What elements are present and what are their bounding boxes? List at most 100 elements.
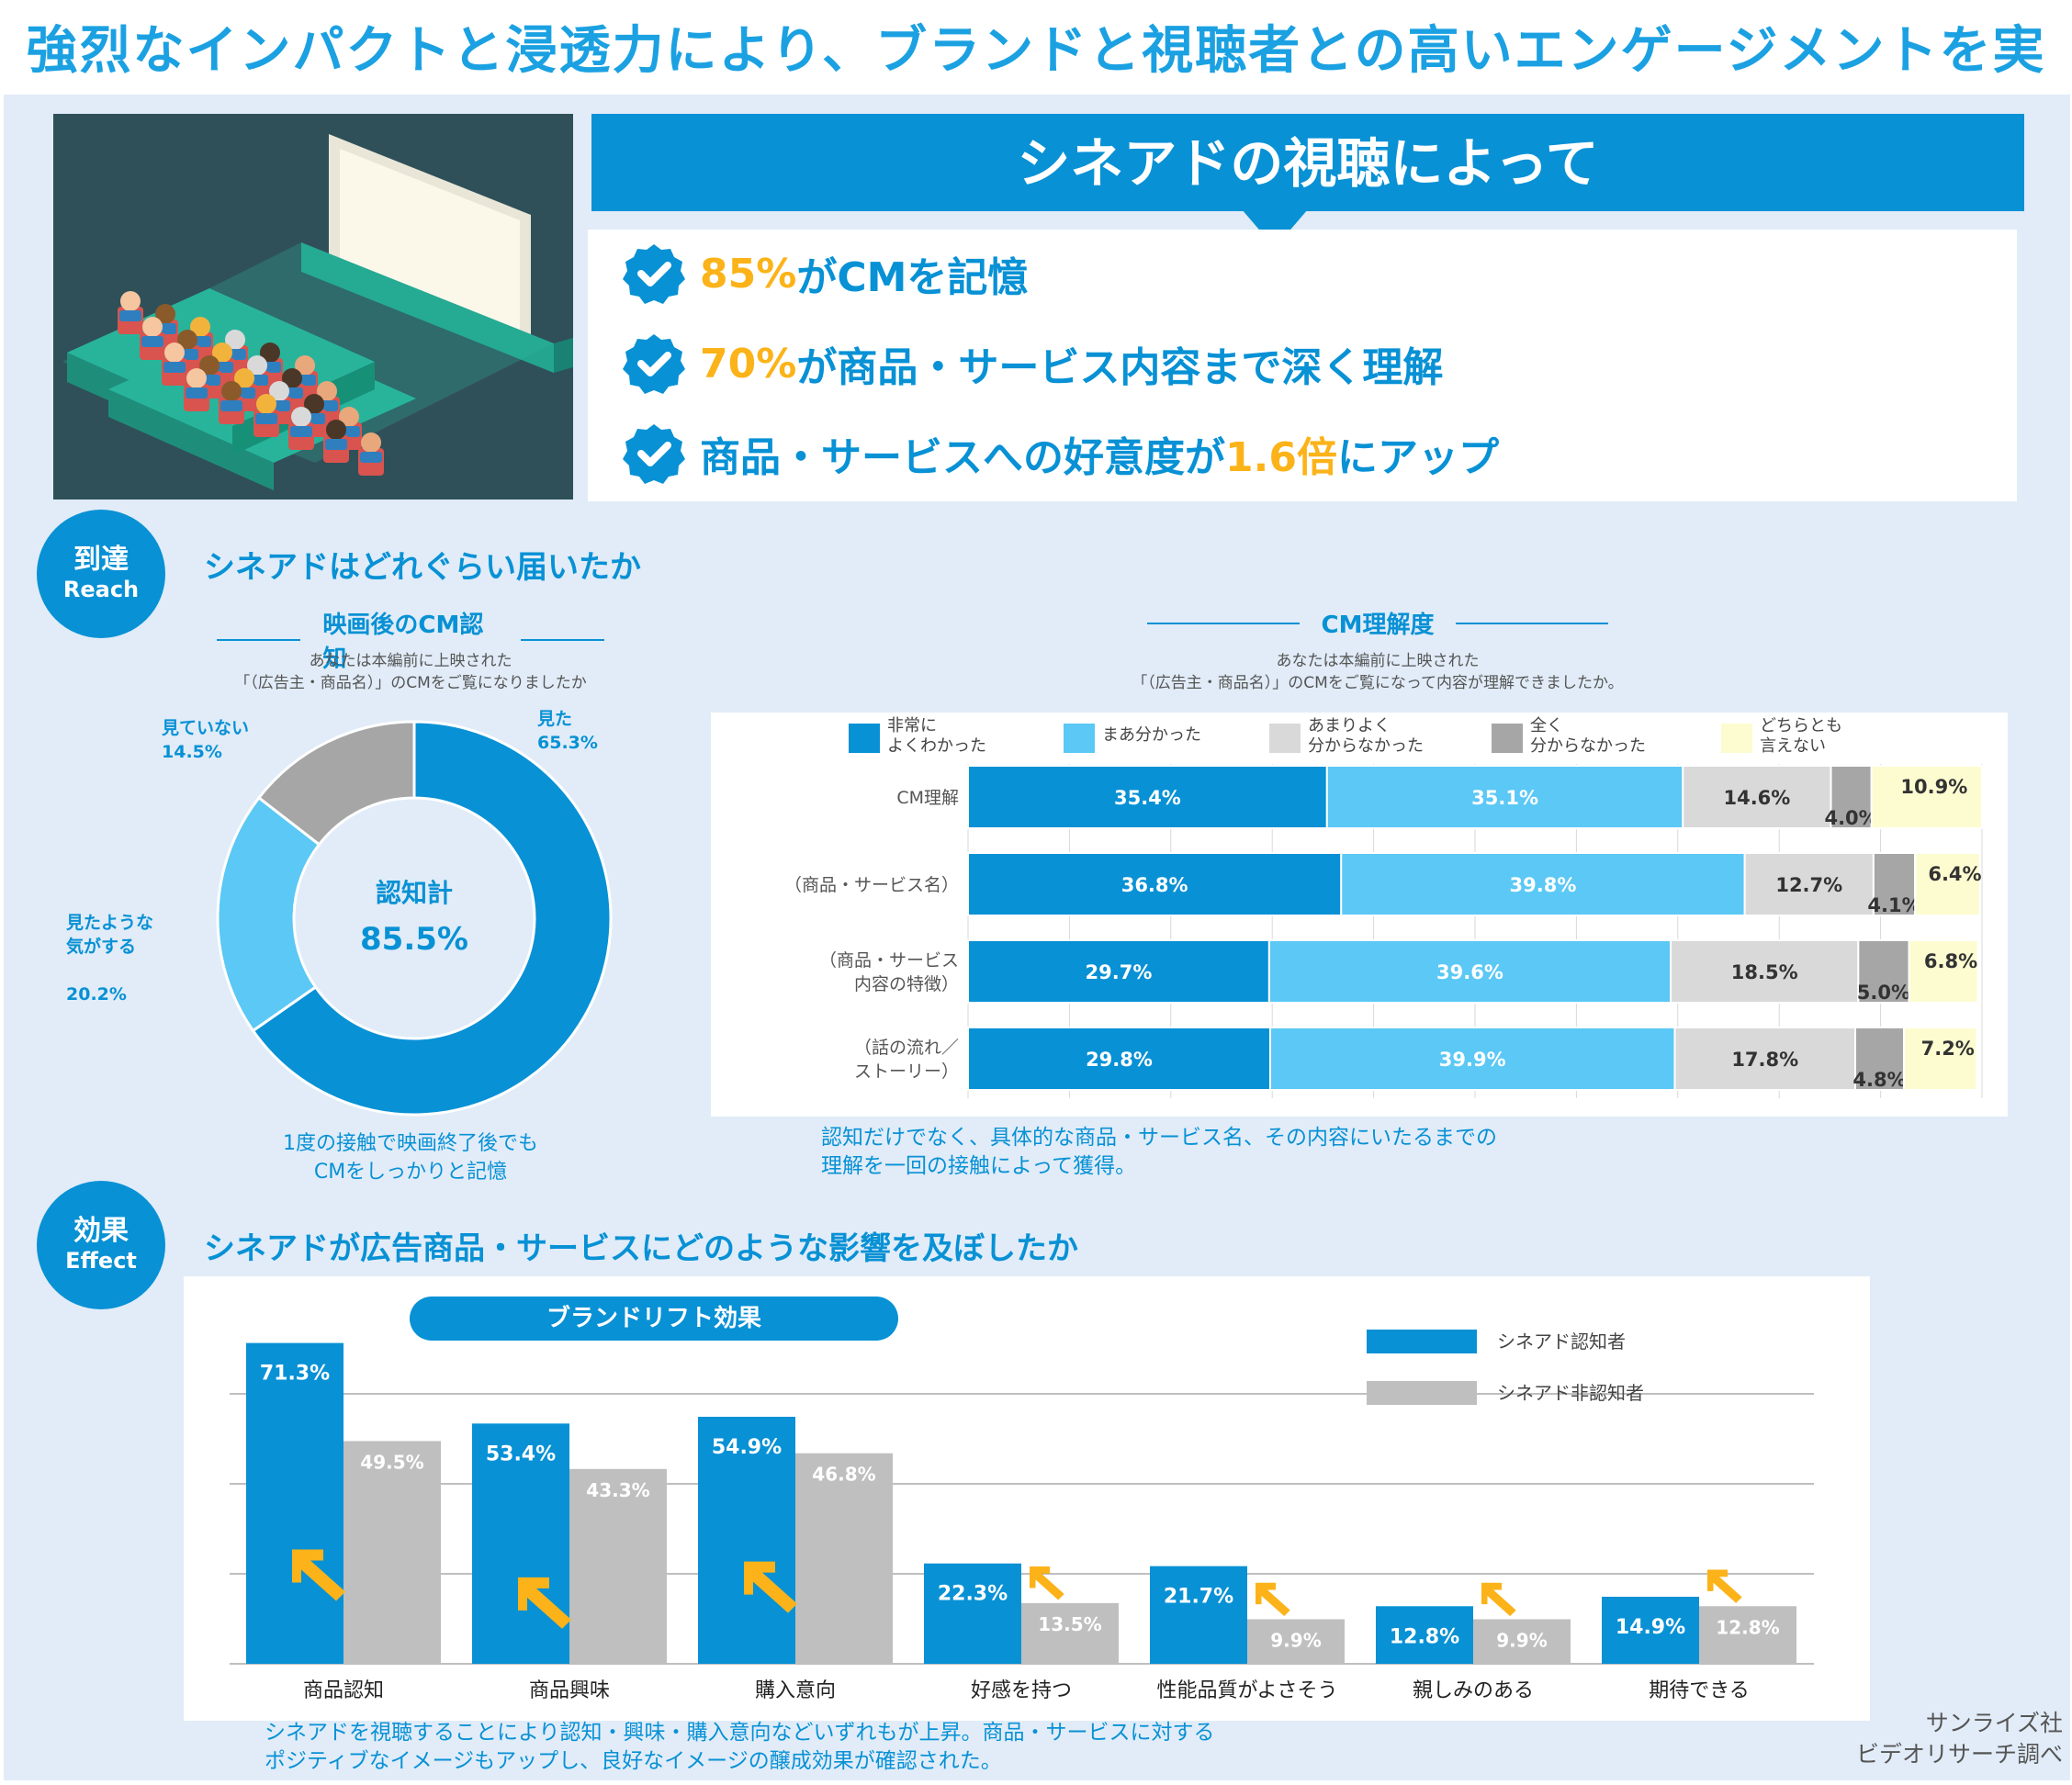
cm-legend-swatch <box>1269 724 1301 753</box>
brand-lift-bar-aware <box>246 1342 343 1664</box>
effect-title: シネアドが広告商品・サービスにどのような影響を及ぼしたか <box>204 1230 1078 1267</box>
seat <box>140 317 165 360</box>
effect-badge: 効果 Effect <box>37 1181 165 1309</box>
seat <box>184 368 209 411</box>
effect-note-line1: シネアドを視聴することにより認知・興味・購入意向などいずれもが上昇。商品・サービ… <box>265 1721 1215 1745</box>
donut-label-maybe-name: 見たような 気がする <box>66 913 154 957</box>
donut-question-line1: あなたは本編前に上映された <box>309 652 512 670</box>
donut-center-value: 85.5% <box>360 921 468 958</box>
seat <box>323 420 349 463</box>
donut-slice-0 <box>251 720 613 1117</box>
brand-lift-bar-aware <box>1602 1596 1699 1664</box>
cm-note-line2: 理解を一回の接触によって獲得。 <box>821 1154 1137 1178</box>
cm-legend-label: まあ分かった <box>1102 725 1201 745</box>
highlight-favorability-text: にアップ <box>1336 434 1499 481</box>
brand-lift-category-label: 性能品質がよさそう <box>1157 1679 1338 1702</box>
brand-lift-category-label: 購入意向 <box>755 1679 836 1702</box>
credit: サンライズ社 ビデオリサーチ調べ <box>1846 1708 2063 1770</box>
highlight-favorability-pre: 商品・サービスへの好意度が <box>700 434 1225 481</box>
brand-lift-value-aware: 71.3% <box>260 1363 330 1386</box>
brand-lift-category-label: 期待できる <box>1649 1679 1750 1702</box>
cm-note-line1: 認知だけでなく、具体的な商品・サービス名、その内容にいたるまでの <box>821 1126 1497 1150</box>
cm-bar-label: 4.0% <box>1824 807 1877 829</box>
donut-label-not-seen: 見ていない 14.5% <box>162 716 249 764</box>
cm-bar-label: 5.0% <box>1857 982 1910 1004</box>
brand-lift-bar-aware <box>472 1423 569 1664</box>
cm-bar-label: 12.7% <box>1775 874 1842 896</box>
brand-lift-value-aware: 14.9% <box>1616 1616 1685 1639</box>
donut-center-label: 認知計 <box>376 878 453 908</box>
cm-question: あなたは本編前に上映された 「（広告主・商品名）」のCMをご覧になって内容が理解… <box>1056 650 1699 694</box>
cm-legend-label: よくわかった <box>887 736 986 756</box>
seat <box>358 432 384 476</box>
cm-bar-label: 39.6% <box>1436 961 1503 983</box>
effect-note-line2: ポジティブなイメージもアップし、良好なイメージの醸成効果が確認された。 <box>265 1749 1002 1773</box>
cm-bar-segment <box>967 1027 1271 1091</box>
cm-bar-label: 29.7% <box>1086 961 1153 983</box>
view-highlights: 85% がCMを記憶 70% が商品・サービス内容まで深く理解 商品・サービスへの好… <box>588 230 2017 501</box>
cm-bar-segment <box>1325 765 1684 829</box>
reach-badge-label: 到達 <box>73 544 129 576</box>
highlight-recall-text: がCMを記憶 <box>796 254 1029 301</box>
cm-bar-label: 14.6% <box>1723 787 1790 809</box>
donut-slice-2 <box>256 720 416 847</box>
brand-lift-value-unaware: 49.5% <box>360 1451 423 1473</box>
cm-legend-swatch <box>849 724 880 753</box>
brand-lift-chart: ブランドリフト効果 シネアド認知者 シネアド非認知者 71.3% 49.5% 商品認知… <box>184 1276 1870 1721</box>
cm-bar-label: 10.9% <box>1900 776 1967 798</box>
check-badge-icon <box>623 424 685 484</box>
cm-bar-label: 4.8% <box>1852 1069 1906 1091</box>
cm-question-line1: あなたは本編前に上映された <box>1276 652 1480 670</box>
donut-label-seen-name: 見た <box>537 709 573 729</box>
cm-legend-label: 分からなかった <box>1308 736 1424 756</box>
cm-bar-segment <box>1872 852 1917 916</box>
cm-category-label: （話の流れ／ <box>854 1038 959 1058</box>
cm-bar-label: 4.1% <box>1867 894 1920 916</box>
cm-bar-label: 17.8% <box>1731 1049 1798 1071</box>
cm-bar-label: 35.4% <box>1114 787 1181 809</box>
brand-lift-bar-unaware <box>795 1453 893 1664</box>
brand-lift-value-unaware: 46.8% <box>812 1464 875 1486</box>
highlight-favorability-value: 1.6倍 <box>1225 434 1337 481</box>
cm-bar-label: 29.8% <box>1086 1049 1153 1071</box>
cm-legend-swatch <box>1492 724 1523 753</box>
cm-category-label: 内容の特徴） <box>854 974 959 994</box>
cm-bar-segment <box>967 765 1328 829</box>
cm-bar-segment <box>1340 852 1746 916</box>
brand-lift-bar-unaware <box>1247 1619 1345 1664</box>
highlight-understanding: 70% が商品・サービス内容まで深く理解 <box>621 331 1443 397</box>
brand-lift-bar-unaware <box>1473 1619 1571 1664</box>
cm-bar-segment <box>1908 939 1979 1004</box>
seat <box>118 291 143 334</box>
credit-line2: ビデオリサーチ調べ <box>1855 1741 2063 1768</box>
effect-badge-label: 効果 <box>73 1215 129 1247</box>
brand-lift-bar-aware <box>1150 1566 1247 1664</box>
brand-lift-category-label: 商品興味 <box>529 1679 610 1702</box>
donut-label-seen-value: 65.3% <box>537 733 598 753</box>
cm-category-label: （商品・サービス <box>819 950 959 971</box>
cm-understanding-chart: 非常に よくわかった まあ分かった あまりよく 分からなかった 全く 分からなかった どちらと… <box>711 713 2008 1117</box>
cm-question-line2: 「（広告主・商品名）」のCMをご覧になって内容が理解できましたか。 <box>1132 674 1624 692</box>
cm-bar-segment <box>1857 939 1910 1004</box>
cm-bar-label: 35.1% <box>1471 787 1538 809</box>
check-badge-icon <box>623 244 685 304</box>
donut-caption: 1度の接触で映画終了後でも CMをしっかりと記憶 <box>195 1129 626 1186</box>
up-arrow-icon <box>1256 1582 1290 1617</box>
brand-lift-bar-aware <box>1376 1606 1473 1664</box>
brand-lift-bar-aware <box>698 1416 795 1664</box>
donut-slice-1 <box>216 795 321 1033</box>
cm-bar-label: 7.2% <box>1921 1038 1975 1060</box>
brand-lift-value-unaware: 9.9% <box>1270 1629 1321 1651</box>
cm-subtitle-text: CM理解度 <box>1321 612 1435 639</box>
cm-legend-swatch <box>1721 724 1752 753</box>
up-arrow-icon <box>744 1561 797 1613</box>
brand-lift-bar-unaware <box>1021 1602 1119 1664</box>
seat <box>162 342 187 386</box>
highlight-understanding-value: 70% <box>700 340 797 387</box>
cm-legend-swatch <box>1064 724 1095 753</box>
cm-bar-segment <box>1673 1027 1857 1091</box>
cm-legend-label: 分からなかった <box>1530 736 1646 756</box>
brand-lift-category-label: 商品認知 <box>303 1679 384 1702</box>
highlight-recall: 85% がCMを記憶 <box>621 241 1028 307</box>
brand-lift-legend-swatch <box>1367 1381 1477 1405</box>
